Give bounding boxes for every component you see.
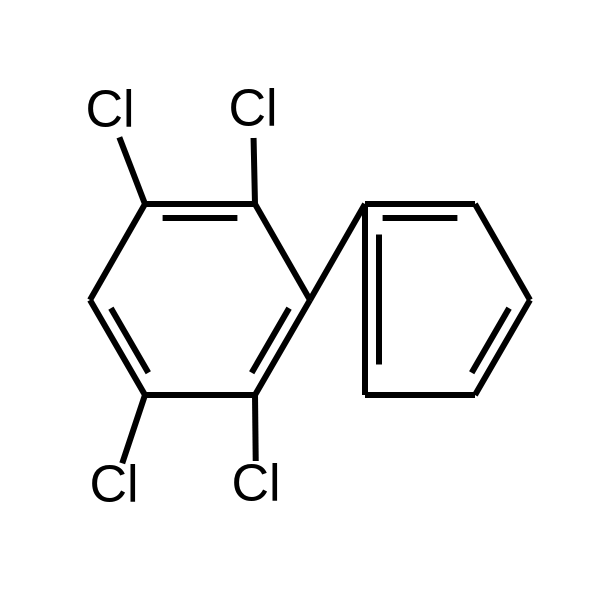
- atom-label-cl2: Cl: [228, 80, 277, 138]
- atom-label-cl3: Cl: [85, 81, 134, 139]
- atom-label-cl6: Cl: [231, 455, 280, 513]
- atom-label-cl5: Cl: [89, 456, 138, 514]
- molecule-diagram: Cl Cl Cl Cl: [0, 0, 600, 600]
